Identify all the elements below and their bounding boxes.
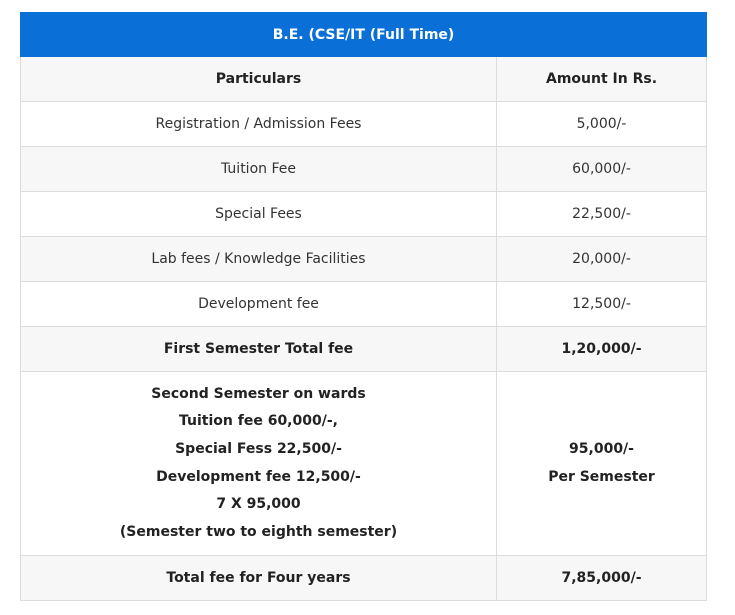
table-row: Development fee 12,500/- — [20, 281, 708, 327]
particular-cell: Special Fees — [20, 191, 497, 237]
second-semester-line: Second Semester on wards — [151, 385, 366, 402]
second-semester-line: Special Fess 22,500/- — [175, 440, 342, 457]
column-header-row: Particulars Amount In Rs. — [20, 56, 708, 102]
second-semester-line: Development fee 12,500/- — [156, 468, 361, 485]
particular-cell: Development fee — [20, 281, 497, 327]
second-semester-line: 7 X 95,000 — [216, 496, 301, 513]
particular-cell: Tuition Fee — [20, 146, 497, 192]
amount-cell: 60,000/- — [495, 146, 708, 192]
second-semester-amount-value: 95,000/- — [569, 440, 634, 457]
first-semester-total-amount: 1,20,000/- — [495, 326, 708, 372]
particular-cell: Lab fees / Knowledge Facilities — [20, 236, 497, 282]
table-row: Tuition Fee 60,000/- — [20, 146, 708, 192]
second-semester-row: Second Semester on wards Tuition fee 60,… — [20, 371, 708, 556]
four-year-total-row: Total fee for Four years 7,85,000/- — [20, 555, 708, 601]
second-semester-amount-note: Per Semester — [548, 468, 655, 485]
particulars-header: Particulars — [20, 56, 497, 102]
second-semester-line: (Semester two to eighth semester) — [119, 523, 398, 540]
second-semester-details: Second Semester on wards Tuition fee 60,… — [20, 371, 497, 556]
table-row: Special Fees 22,500/- — [20, 191, 708, 237]
amount-cell: 12,500/- — [495, 281, 708, 327]
table-title-row: B.E. (CSE/IT (Full Time) — [19, 12, 708, 57]
amount-header: Amount In Rs. — [495, 56, 708, 102]
table-title: B.E. (CSE/IT (Full Time) — [19, 12, 708, 57]
table-row: Lab fees / Knowledge Facilities 20,000/- — [20, 236, 708, 282]
particular-cell: Registration / Admission Fees — [20, 101, 497, 147]
amount-cell: 20,000/- — [495, 236, 708, 282]
first-semester-total-label: First Semester Total fee — [20, 326, 497, 372]
first-semester-total-row: First Semester Total fee 1,20,000/- — [20, 326, 708, 372]
four-year-total-amount: 7,85,000/- — [495, 555, 708, 601]
second-semester-line: Tuition fee 60,000/-, — [179, 413, 338, 430]
amount-cell: 5,000/- — [495, 101, 708, 147]
fee-structure-table: B.E. (CSE/IT (Full Time) Particulars Amo… — [19, 12, 708, 601]
second-semester-amount: 95,000/- Per Semester — [495, 371, 708, 556]
table-row: Registration / Admission Fees 5,000/- — [20, 101, 708, 147]
amount-cell: 22,500/- — [495, 191, 708, 237]
four-year-total-label: Total fee for Four years — [20, 555, 497, 601]
